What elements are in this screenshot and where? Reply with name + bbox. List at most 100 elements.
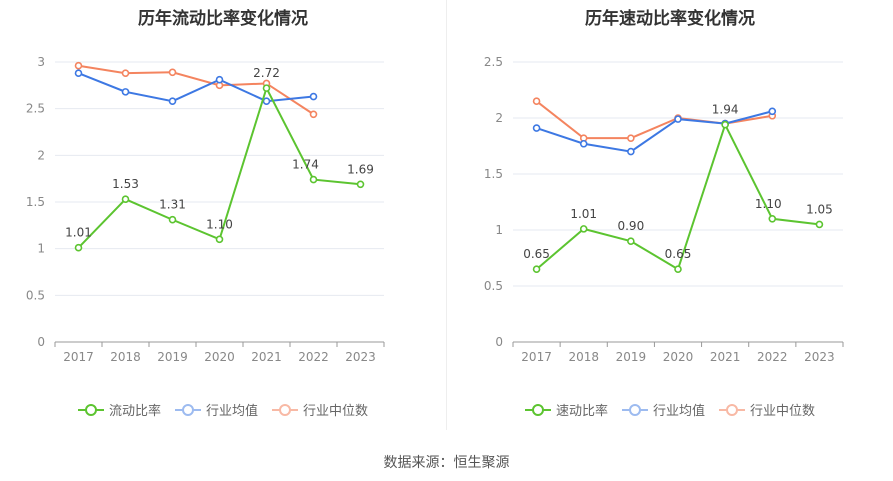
data-point bbox=[309, 175, 318, 184]
data-point bbox=[532, 97, 541, 105]
y-tick-label: 2 bbox=[37, 148, 45, 162]
y-tick-label: 0 bbox=[495, 335, 503, 349]
legend-label: 行业均值 bbox=[205, 404, 258, 419]
data-point bbox=[627, 147, 635, 156]
data-label: 1.69 bbox=[347, 162, 374, 176]
quick-ratio-chart: 0 0.5 1 1.5 2 2.5 2017 2018 2019 2020 2021 2022 2023… bbox=[484, 55, 844, 364]
data-label: 0.65 bbox=[523, 247, 550, 261]
y-tick-label: 0.5 bbox=[26, 288, 45, 302]
chart-title: 历年流动比率变化情况 bbox=[138, 9, 308, 29]
data-source-note: 数据来源：恒生聚源 bbox=[383, 455, 510, 471]
x-tick-label: 2019 bbox=[616, 350, 647, 364]
data-point bbox=[532, 265, 541, 274]
data-label: 1.74 bbox=[292, 158, 319, 172]
data-point bbox=[768, 107, 777, 116]
legend-label: 速动比率 bbox=[555, 404, 608, 419]
data-point bbox=[627, 134, 635, 142]
current-ratio-panel: 历年流动比率变化情况 0 0.5 1 1.5 2 2.5 3 2017 2018 2019 2020… bbox=[0, 0, 446, 430]
series-line bbox=[78, 64, 315, 116]
y-tick-label: 3 bbox=[37, 55, 45, 69]
data-point bbox=[309, 92, 318, 101]
data-label: 1.01 bbox=[570, 207, 597, 221]
data-point bbox=[627, 237, 635, 245]
legend-label: 行业均值 bbox=[652, 404, 705, 419]
data-label: 1.94 bbox=[712, 103, 739, 117]
legend-item-industry-median[interactable]: 行业中位数 bbox=[719, 400, 815, 419]
data-point bbox=[309, 110, 318, 119]
legend-line-icon bbox=[621, 403, 648, 417]
legend-line-icon bbox=[524, 403, 551, 417]
legend-label: 流动比率 bbox=[108, 404, 161, 419]
data-label: 1.05 bbox=[806, 202, 833, 216]
data-label: 1.01 bbox=[65, 226, 92, 240]
legend-line-icon bbox=[77, 403, 104, 417]
legend: 流动比率 行业均值 行业中位数 bbox=[0, 400, 446, 419]
y-tick-label: 0.5 bbox=[484, 279, 503, 293]
data-point bbox=[121, 88, 130, 96]
data-point bbox=[674, 115, 682, 123]
data-point bbox=[168, 215, 177, 224]
data-point bbox=[532, 124, 541, 132]
panel-divider bbox=[446, 0, 447, 430]
data-point bbox=[579, 225, 588, 233]
data-label: 0.90 bbox=[617, 219, 644, 233]
data-point bbox=[121, 195, 130, 203]
x-tick-label: 2023 bbox=[345, 350, 376, 364]
data-point bbox=[674, 265, 682, 274]
data-label: 0.65 bbox=[665, 247, 692, 261]
legend-item-industry-median[interactable]: 行业中位数 bbox=[272, 400, 368, 419]
legend-label: 行业中位数 bbox=[750, 404, 816, 419]
legend-item-current-ratio[interactable]: 流动比率 bbox=[77, 400, 161, 419]
y-tick-label: 1.5 bbox=[484, 167, 503, 181]
series-line bbox=[78, 72, 314, 103]
legend-item-quick-ratio[interactable]: 速动比率 bbox=[524, 400, 608, 419]
x-tick-label: 2022 bbox=[298, 350, 329, 364]
legend-line-icon bbox=[272, 403, 298, 417]
legend-item-industry-mean[interactable]: 行业均值 bbox=[174, 400, 258, 419]
legend-line-icon bbox=[719, 403, 745, 417]
data-point bbox=[168, 68, 177, 77]
x-tick-label: 2020 bbox=[663, 350, 694, 364]
y-tick-label: 1.5 bbox=[26, 195, 45, 209]
data-point bbox=[262, 97, 271, 105]
x-tick-label: 2021 bbox=[251, 350, 282, 364]
data-point bbox=[74, 243, 83, 252]
legend-label: 行业中位数 bbox=[303, 404, 369, 419]
data-label: 1.10 bbox=[755, 197, 782, 211]
data-point bbox=[74, 69, 83, 77]
legend-item-industry-mean[interactable]: 行业均值 bbox=[621, 400, 705, 419]
x-tick-label: 2017 bbox=[63, 350, 94, 364]
y-tick-label: 0 bbox=[37, 335, 45, 349]
y-tick-label: 1 bbox=[37, 242, 45, 256]
data-point bbox=[168, 97, 177, 105]
x-tick-label: 2018 bbox=[568, 350, 599, 364]
data-label: 1.53 bbox=[112, 177, 139, 191]
data-label: 1.31 bbox=[159, 198, 186, 212]
y-tick-label: 2 bbox=[495, 111, 503, 125]
chart-title: 历年速动比率变化情况 bbox=[585, 9, 755, 29]
legend: 速动比率 行业均值 行业中位数 bbox=[447, 400, 893, 419]
data-point bbox=[74, 61, 83, 70]
quick-ratio-panel: 历年速动比率变化情况 0 0.5 1 1.5 2 2.5 2017 2018 2019 2020 2… bbox=[447, 0, 893, 430]
legend-line-icon bbox=[174, 403, 201, 417]
y-tick-label: 2.5 bbox=[26, 102, 45, 116]
data-point bbox=[215, 75, 224, 84]
x-tick-label: 2020 bbox=[204, 350, 235, 364]
x-tick-label: 2021 bbox=[710, 350, 741, 364]
data-point bbox=[768, 215, 777, 223]
x-tick-label: 2018 bbox=[110, 350, 141, 364]
data-point bbox=[579, 139, 588, 148]
data-label: 1.10 bbox=[206, 217, 233, 231]
data-point bbox=[815, 220, 824, 229]
data-point bbox=[356, 180, 365, 189]
data-point bbox=[721, 120, 729, 129]
x-tick-label: 2023 bbox=[804, 350, 835, 364]
data-point bbox=[262, 84, 271, 92]
x-tick-label: 2017 bbox=[521, 350, 552, 364]
y-tick-label: 1 bbox=[495, 223, 503, 237]
x-tick-label: 2019 bbox=[157, 350, 188, 364]
current-ratio-chart: 0 0.5 1 1.5 2 2.5 3 2017 2018 2019 2020 2021 2022 202… bbox=[26, 55, 385, 364]
series-line bbox=[536, 110, 773, 153]
data-label: 2.72 bbox=[253, 66, 280, 80]
data-point bbox=[121, 69, 130, 77]
